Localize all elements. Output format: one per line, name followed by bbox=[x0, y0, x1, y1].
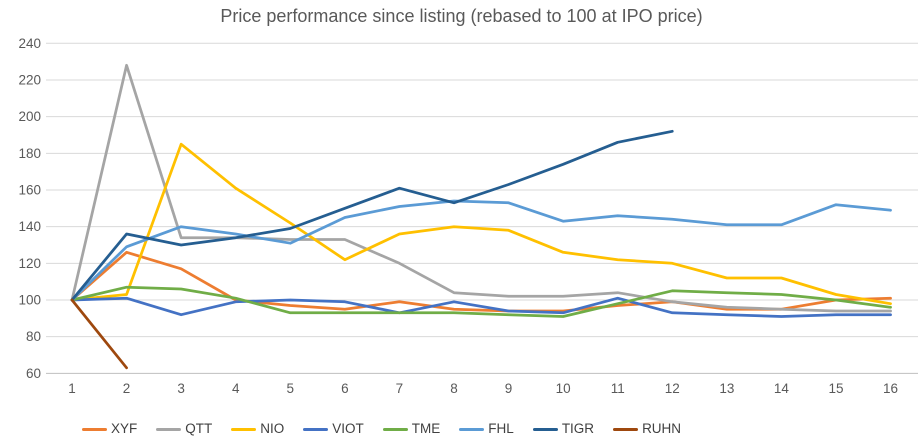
series-line-FHL bbox=[70, 199, 892, 302]
legend: XYF QTT NIO VIOT TME FHL TIGR RUHN bbox=[82, 420, 700, 438]
y-tick-label-120: 120 bbox=[18, 256, 41, 271]
series-line-XYF bbox=[70, 250, 892, 313]
legend-item-TIGR[interactable]: TIGR bbox=[532, 421, 595, 437]
x-tick-label-5: 5 bbox=[287, 381, 295, 396]
y-tick-label-140: 140 bbox=[18, 219, 41, 234]
x-tick-label-9: 9 bbox=[505, 381, 513, 396]
x-tick-label-7: 7 bbox=[396, 381, 404, 396]
legend-label: FHL bbox=[488, 421, 514, 437]
legend-item-NIO[interactable]: NIO bbox=[231, 422, 284, 436]
legend-label: RUHN bbox=[642, 421, 682, 437]
x-tick-label-1: 1 bbox=[68, 381, 76, 396]
legend-item-VIOT[interactable]: VIOT bbox=[303, 422, 364, 436]
y-tick-label-160: 160 bbox=[18, 182, 41, 197]
legend-item-FHL[interactable]: FHL bbox=[459, 422, 514, 436]
legend-label: NIO bbox=[260, 421, 285, 437]
legend-label: XYF bbox=[111, 421, 138, 437]
y-axis-labels: 60 80 100 120 140 160 180 200 220 240 bbox=[18, 36, 41, 381]
series-line-VIOT bbox=[70, 296, 892, 318]
y-tick-label-200: 200 bbox=[18, 109, 41, 124]
legend-swatch-QTT bbox=[156, 427, 182, 431]
y-tick-label-220: 220 bbox=[18, 72, 41, 87]
y-tick-label-180: 180 bbox=[18, 146, 41, 161]
legend-item-QTT[interactable]: QTT bbox=[156, 422, 212, 436]
x-tick-label-15: 15 bbox=[828, 381, 843, 396]
legend-swatch-TME bbox=[382, 427, 408, 431]
legend-swatch-RUHN bbox=[613, 427, 639, 431]
legend-swatch-VIOT bbox=[303, 427, 329, 431]
x-tick-label-16: 16 bbox=[883, 381, 898, 396]
legend-item-TME[interactable]: TME bbox=[382, 421, 441, 437]
legend-label: VIOT bbox=[332, 421, 364, 437]
series-lines bbox=[70, 63, 892, 370]
legend-item-XYF[interactable]: XYF bbox=[82, 422, 137, 436]
chart-title: Price performance since listing (rebased… bbox=[220, 6, 703, 26]
x-tick-label-12: 12 bbox=[665, 381, 680, 396]
legend-swatch-XYF bbox=[82, 427, 107, 431]
legend-label: TME bbox=[411, 421, 441, 437]
x-tick-label-2: 2 bbox=[123, 381, 131, 396]
series-line-TIGR bbox=[70, 129, 674, 302]
y-tick-label-80: 80 bbox=[26, 329, 41, 344]
series-line-NIO bbox=[70, 142, 892, 306]
x-tick-label-3: 3 bbox=[177, 381, 185, 396]
legend-item-RUHN[interactable]: RUHN bbox=[613, 422, 681, 436]
x-tick-label-11: 11 bbox=[611, 381, 625, 396]
y-tick-label-240: 240 bbox=[18, 36, 41, 51]
x-tick-label-14: 14 bbox=[774, 381, 790, 396]
x-tick-label-10: 10 bbox=[556, 381, 571, 396]
series-line-QTT bbox=[70, 63, 892, 313]
legend-label: QTT bbox=[185, 421, 213, 437]
gridlines bbox=[46, 42, 918, 374]
legend-swatch-NIO bbox=[231, 427, 257, 431]
x-tick-label-13: 13 bbox=[719, 381, 734, 396]
series-line-RUHN bbox=[70, 298, 128, 370]
legend-label: TIGR bbox=[561, 421, 595, 437]
x-axis-labels: 1 2 3 4 5 6 7 8 9 10 11 12 13 14 15 16 bbox=[68, 381, 898, 396]
y-tick-label-100: 100 bbox=[18, 293, 41, 308]
legend-swatch-FHL bbox=[459, 427, 485, 431]
x-tick-label-8: 8 bbox=[450, 381, 458, 396]
x-tick-label-4: 4 bbox=[232, 381, 240, 396]
y-tick-label-60: 60 bbox=[26, 366, 41, 381]
legend-swatch-TIGR bbox=[532, 427, 558, 431]
series-line-TME bbox=[70, 285, 892, 318]
x-tick-label-6: 6 bbox=[341, 381, 349, 396]
